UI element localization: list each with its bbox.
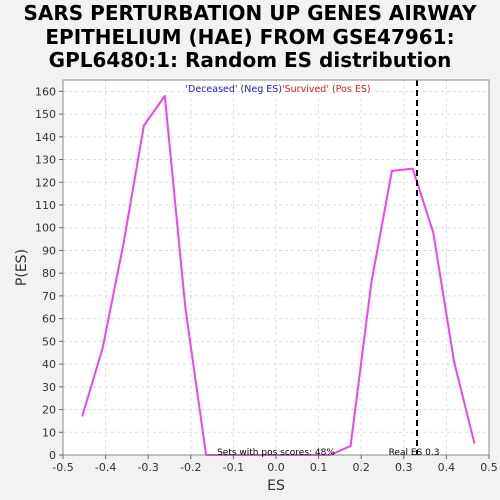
y-tick-label: 160 xyxy=(35,85,56,98)
y-tick-label: 150 xyxy=(35,108,56,121)
chart-title: SARS PERTURBATION UP GENES AIRWAY EPITHE… xyxy=(0,1,500,73)
pos-scores-annotation: Sets with pos scores: 48% xyxy=(217,448,335,458)
x-tick-label: -0.3 xyxy=(137,461,158,474)
y-tick-label: 130 xyxy=(35,154,56,167)
y-axis-label: P(ES) xyxy=(14,249,30,286)
x-tick-label: 0.4 xyxy=(438,461,456,474)
y-tick-label: 0 xyxy=(49,449,56,462)
y-tick-label: 140 xyxy=(35,131,56,144)
y-tick-label: 80 xyxy=(42,267,56,280)
chart-title-line-3: GPL6480:1: Random ES distribution xyxy=(48,48,452,72)
y-tick-label: 40 xyxy=(42,358,56,371)
y-tick-label: 20 xyxy=(42,404,56,417)
chart-title-line-2: EPITHELIUM (HAE) FROM GSE47961: xyxy=(45,24,455,49)
chart-title-line-1: SARS PERTURBATION UP GENES AIRWAY xyxy=(23,1,477,25)
legend-neg-es: 'Deceased' (Neg ES) xyxy=(185,84,282,95)
real-es-annotation: Real ES 0.3 xyxy=(389,448,440,458)
x-tick-label: 0.0 xyxy=(267,461,285,474)
y-tick-label: 120 xyxy=(35,176,56,189)
axes: 0 10 20 30 40 50 60 70 80 90 100 110 120 130 140 150 160… xyxy=(35,85,498,474)
y-tick-label: 90 xyxy=(42,244,56,257)
y-tick-label: 50 xyxy=(42,335,56,348)
x-tick-label: -0.4 xyxy=(95,461,116,474)
legend-pos-es: 'Survived' (Pos ES) xyxy=(282,84,371,95)
y-tick-label: 70 xyxy=(42,290,56,303)
x-tick-label: 0.3 xyxy=(395,461,413,474)
x-tick-label: -0.1 xyxy=(223,461,244,474)
y-tick-label: 100 xyxy=(35,222,56,235)
x-tick-label: -0.2 xyxy=(180,461,201,474)
y-tick-label: 10 xyxy=(42,426,56,439)
y-tick-label: 60 xyxy=(42,313,56,326)
y-tick-label: 110 xyxy=(35,199,56,212)
x-tick-label: 0.1 xyxy=(310,461,328,474)
x-tick-label: 0.2 xyxy=(352,461,370,474)
x-axis-label: ES xyxy=(267,478,285,494)
x-tick-label: -0.5 xyxy=(52,461,73,474)
x-tick-label: 0.5 xyxy=(480,461,498,474)
y-tick-label: 30 xyxy=(42,381,56,394)
